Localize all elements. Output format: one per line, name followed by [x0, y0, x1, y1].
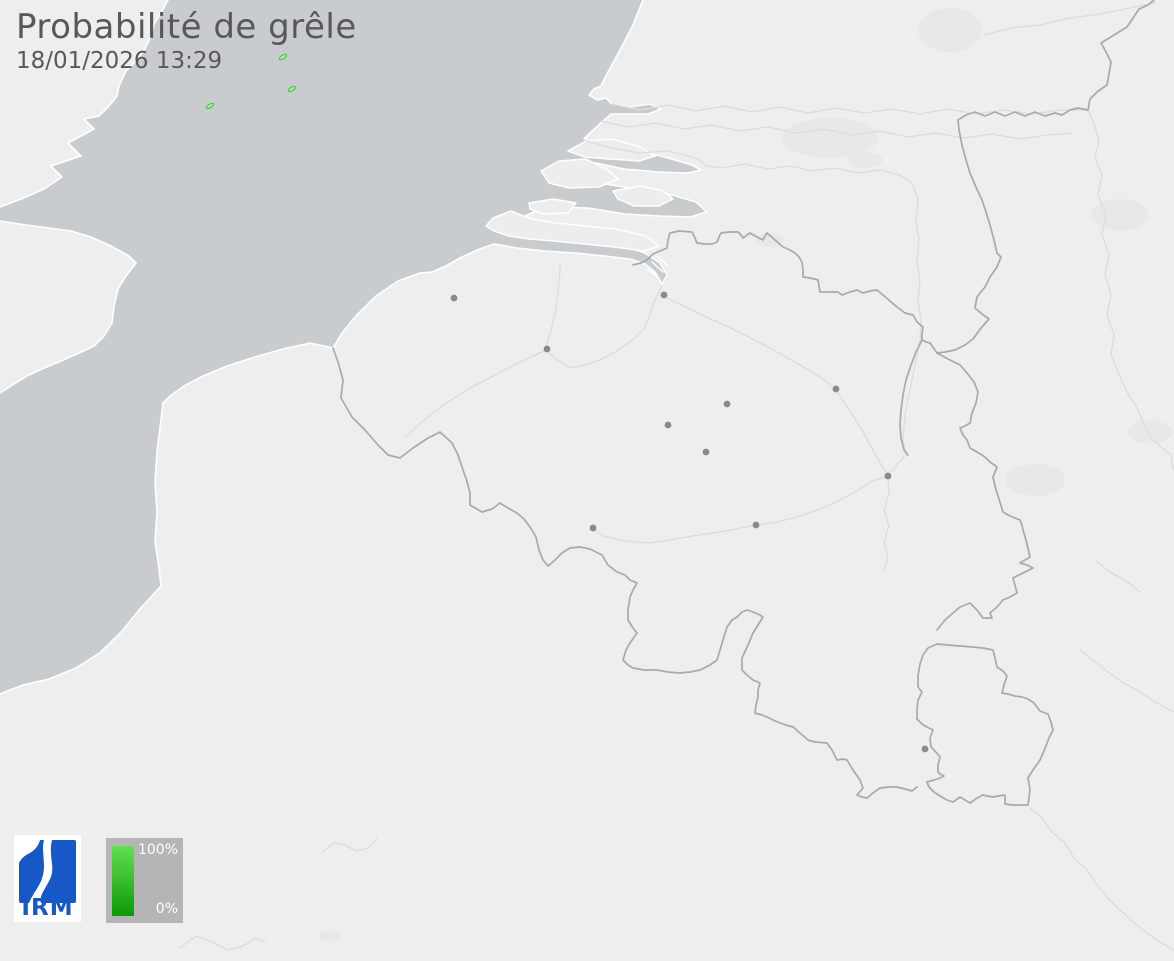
border-nl-limburg [899, 339, 923, 456]
legend-min-label: 0% [155, 901, 178, 917]
city-marker [660, 291, 668, 299]
island-walcheren-beveland [485, 210, 660, 252]
city-marker [921, 745, 929, 753]
north-sea [0, 0, 707, 694]
england-kent-coast [0, 220, 137, 394]
city-marker [832, 385, 840, 393]
radar-echo [278, 53, 288, 61]
city-marker [543, 345, 551, 353]
island-schouwen [540, 158, 619, 189]
city-marker [723, 400, 731, 408]
island-tholen [612, 185, 674, 207]
irm-logo-text: IRM [21, 895, 74, 921]
irm-logo-mark [19, 840, 76, 903]
island-goeree [567, 138, 656, 162]
england-kent [0, 221, 136, 393]
antwerp-docks [647, 255, 669, 278]
city-marker [702, 448, 710, 456]
page-title: Probabilité de grêle [16, 7, 357, 47]
border-netherlands-germany [936, 0, 1155, 354]
england-east-anglia-coast [0, 0, 169, 208]
terrain-patches [318, 8, 1172, 941]
city-marker [589, 524, 597, 532]
title-block: Probabilité de grêle 18/01/2026 13:29 [16, 8, 357, 74]
england-east-anglia [0, 0, 168, 207]
radar-echoes [205, 53, 297, 110]
radar-echo [205, 102, 215, 110]
border-france-belgium [332, 347, 918, 799]
legend-max-label: 100% [137, 842, 178, 858]
city-marker [450, 294, 458, 302]
border-belgium-germany [929, 342, 1034, 631]
radar-echo [287, 85, 297, 93]
island-noord-beveland [528, 198, 577, 215]
timestamp: 18/01/2026 13:29 [16, 48, 223, 74]
irm-logo: IRM [14, 835, 81, 922]
city-marker [664, 421, 672, 429]
city-markers [450, 291, 929, 753]
legend-gradient-bar [112, 846, 134, 916]
city-marker [752, 521, 760, 529]
probability-legend: 100% 0% [106, 838, 183, 923]
zeeland-islands [485, 138, 674, 252]
border-belgium-netherlands [632, 230, 931, 344]
border-luxembourg [916, 643, 1054, 806]
city-marker [884, 472, 892, 480]
country-borders [332, 0, 1155, 806]
